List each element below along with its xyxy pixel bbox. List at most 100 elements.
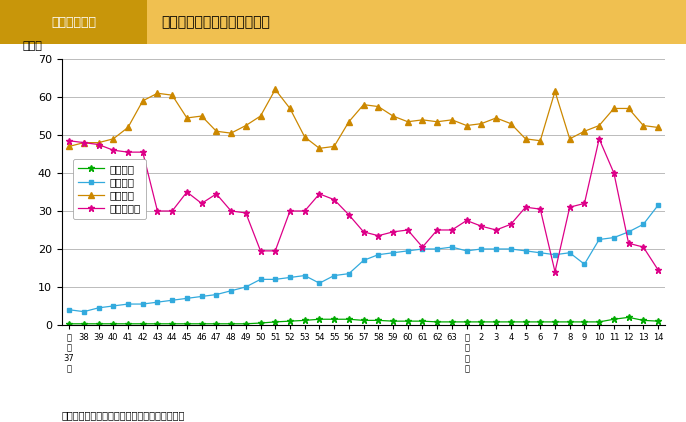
科学技術 bbox=[462, 319, 471, 325]
科学技術 bbox=[654, 319, 662, 324]
災害予防 bbox=[521, 248, 530, 253]
災害復旧等 bbox=[154, 208, 162, 214]
科学技術 bbox=[95, 321, 103, 326]
科学技術 bbox=[624, 315, 632, 320]
Line: 災害復旧等: 災害復旧等 bbox=[66, 135, 661, 275]
国土保全 bbox=[389, 114, 397, 119]
国土保全 bbox=[580, 129, 589, 134]
災害復旧等 bbox=[418, 245, 427, 250]
Bar bbox=[0, 0, 147, 44]
科学技術 bbox=[316, 316, 324, 322]
科学技術 bbox=[257, 321, 265, 326]
科学技術 bbox=[271, 319, 279, 325]
災害復旧等 bbox=[521, 205, 530, 210]
災害予防 bbox=[462, 248, 471, 253]
科学技術 bbox=[639, 318, 648, 323]
災害復旧等 bbox=[257, 248, 265, 253]
災害復旧等 bbox=[359, 230, 368, 235]
国土保全 bbox=[316, 146, 324, 151]
科学技術 bbox=[109, 321, 117, 326]
災害復旧等 bbox=[624, 241, 632, 246]
国土保全 bbox=[536, 138, 545, 143]
災害予防 bbox=[182, 296, 191, 301]
科学技術 bbox=[139, 321, 147, 326]
国土保全 bbox=[271, 87, 279, 92]
災害復旧等 bbox=[139, 149, 147, 154]
災害予防 bbox=[536, 250, 545, 255]
災害予防 bbox=[595, 237, 603, 242]
災害予防 bbox=[168, 298, 176, 303]
国土保全 bbox=[521, 136, 530, 141]
災害復旧等 bbox=[389, 230, 397, 235]
災害復旧等 bbox=[80, 140, 88, 145]
災害予防 bbox=[241, 284, 250, 289]
国土保全 bbox=[109, 136, 117, 141]
災害予防 bbox=[330, 273, 338, 278]
災害復旧等 bbox=[595, 136, 603, 141]
国土保全 bbox=[154, 91, 162, 96]
科学技術 bbox=[580, 319, 589, 325]
科学技術 bbox=[212, 321, 220, 326]
災害予防 bbox=[507, 246, 515, 252]
災害予防 bbox=[477, 246, 486, 252]
災害復旧等 bbox=[65, 138, 73, 143]
国土保全 bbox=[551, 89, 559, 94]
災害復旧等 bbox=[227, 208, 235, 214]
Line: 国土保全: 国土保全 bbox=[66, 87, 661, 151]
災害予防 bbox=[286, 275, 294, 280]
災害復旧等 bbox=[286, 208, 294, 214]
国土保全 bbox=[65, 144, 73, 149]
科学技術 bbox=[345, 316, 353, 322]
災害予防 bbox=[124, 301, 132, 306]
国土保全 bbox=[624, 106, 632, 111]
国土保全 bbox=[610, 106, 618, 111]
災害復旧等 bbox=[330, 197, 338, 202]
国土保全 bbox=[448, 117, 456, 122]
災害復旧等 bbox=[536, 206, 545, 211]
Text: 注）各省庁資料を基に，内閣府において作成。: 注）各省庁資料を基に，内閣府において作成。 bbox=[62, 410, 185, 420]
災害予防 bbox=[492, 246, 500, 252]
災害復旧等 bbox=[168, 208, 176, 214]
国土保全 bbox=[418, 117, 427, 122]
災害復旧等 bbox=[316, 191, 324, 196]
Text: 図２－３－１: 図２－３－１ bbox=[51, 16, 96, 29]
災害予防 bbox=[227, 288, 235, 293]
国土保全 bbox=[241, 123, 250, 128]
災害復旧等 bbox=[198, 201, 206, 206]
科学技術 bbox=[300, 318, 309, 323]
災害予防 bbox=[448, 245, 456, 250]
災害復旧等 bbox=[492, 227, 500, 233]
災害復旧等 bbox=[271, 248, 279, 253]
災害予防 bbox=[139, 301, 147, 306]
災害予防 bbox=[551, 252, 559, 257]
災害予防 bbox=[271, 277, 279, 282]
国土保全 bbox=[595, 123, 603, 128]
災害予防 bbox=[95, 306, 103, 311]
災害復旧等 bbox=[109, 148, 117, 153]
Line: 科学技術: 科学技術 bbox=[66, 314, 661, 327]
科学技術 bbox=[65, 321, 73, 326]
科学技術 bbox=[595, 319, 603, 325]
科学技術 bbox=[286, 319, 294, 324]
Text: 防災関係予算内訳割合の推移: 防災関係予算内訳割合の推移 bbox=[161, 15, 270, 29]
科学技術 bbox=[154, 321, 162, 326]
科学技術 bbox=[492, 319, 500, 325]
災害復旧等 bbox=[448, 227, 456, 233]
災害復旧等 bbox=[654, 268, 662, 273]
科学技術 bbox=[374, 318, 382, 323]
国土保全 bbox=[374, 104, 382, 109]
科学技術 bbox=[359, 318, 368, 323]
科学技術 bbox=[418, 319, 427, 324]
災害復旧等 bbox=[610, 170, 618, 176]
災害復旧等 bbox=[212, 191, 220, 196]
災害復旧等 bbox=[241, 210, 250, 215]
災害復旧等 bbox=[433, 227, 441, 233]
災害予防 bbox=[403, 248, 412, 253]
科学技術 bbox=[227, 321, 235, 326]
国土保全 bbox=[403, 119, 412, 124]
国土保全 bbox=[227, 130, 235, 135]
国土保全 bbox=[433, 119, 441, 124]
国土保全 bbox=[286, 106, 294, 111]
国土保全 bbox=[212, 129, 220, 134]
科学技術 bbox=[610, 316, 618, 322]
